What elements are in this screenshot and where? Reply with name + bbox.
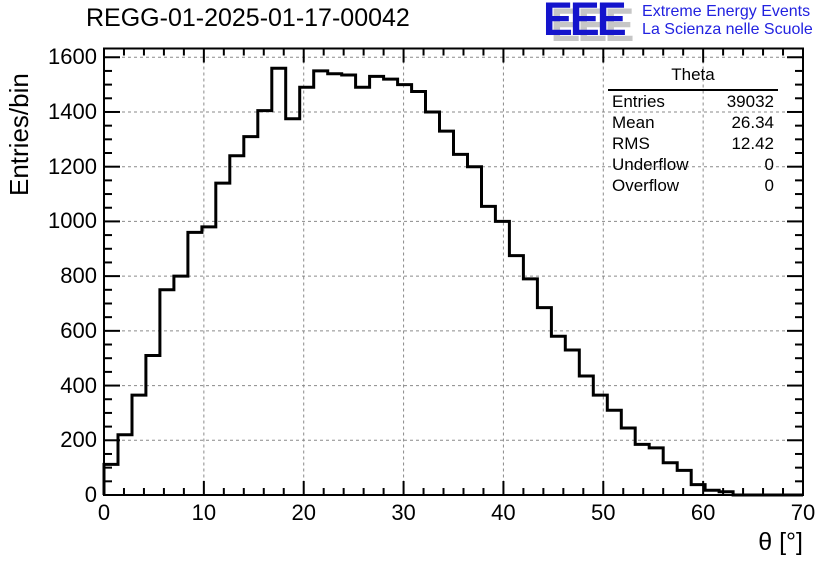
stats-value: 39032 bbox=[726, 92, 774, 111]
stats-label: Mean bbox=[612, 113, 655, 132]
stats-row-rms: RMS 12.42 bbox=[608, 133, 778, 154]
x-axis-title: θ [°] bbox=[758, 528, 803, 556]
eee-logo-line1: Extreme Energy Events bbox=[642, 3, 811, 20]
y-tick-label: 1000 bbox=[48, 208, 97, 234]
stats-value: 0 bbox=[764, 155, 774, 174]
stats-label: Overflow bbox=[612, 176, 680, 195]
eee-logo-letters: EEE bbox=[543, 0, 627, 45]
y-tick-label: 1400 bbox=[48, 98, 97, 124]
stats-row-mean: Mean 26.34 bbox=[608, 112, 778, 133]
y-tick-label: 1200 bbox=[48, 153, 97, 179]
stats-label: Entries bbox=[612, 92, 665, 111]
x-tick-label: 10 bbox=[191, 500, 217, 525]
y-tick-label: 200 bbox=[60, 427, 97, 453]
y-tick-label: 1600 bbox=[48, 44, 97, 70]
stats-row-underflow: Underflow 0 bbox=[608, 154, 778, 175]
stats-value: 0 bbox=[764, 176, 774, 195]
y-tick-label: 600 bbox=[60, 317, 97, 343]
eee-logo-text: Extreme Energy Events La Scienza nelle S… bbox=[642, 0, 813, 41]
stats-title: Theta bbox=[608, 62, 778, 91]
x-tick-label: 0 bbox=[97, 500, 111, 525]
stats-row-entries: Entries 39032 bbox=[608, 91, 778, 112]
y-tick-label: 800 bbox=[60, 263, 97, 289]
x-tick-label: 70 bbox=[790, 500, 816, 525]
x-tick-label: 50 bbox=[591, 500, 616, 525]
stats-label: RMS bbox=[612, 134, 650, 153]
stats-value: 12.42 bbox=[731, 134, 774, 153]
eee-logo: EEE Extreme Energy Events La Scienza nel… bbox=[543, 0, 813, 45]
stats-label: Underflow bbox=[612, 155, 689, 174]
y-tick-label: 0 bbox=[84, 482, 97, 507]
stats-row-overflow: Overflow 0 bbox=[608, 175, 778, 196]
y-tick-label: 400 bbox=[60, 372, 97, 398]
page-title: REGG-01-2025-01-17-00042 bbox=[86, 4, 410, 32]
x-tick-label: 40 bbox=[491, 500, 516, 525]
stats-box: Theta Entries 39032 Mean 26.34 RMS 12.42… bbox=[608, 62, 778, 196]
x-tick-label: 30 bbox=[391, 500, 416, 525]
eee-logo-line2: La Scienza nelle Scuole bbox=[642, 21, 813, 38]
x-tick-label: 20 bbox=[291, 500, 316, 525]
stats-value: 26.34 bbox=[731, 113, 774, 132]
x-tick-label: 60 bbox=[690, 500, 716, 525]
